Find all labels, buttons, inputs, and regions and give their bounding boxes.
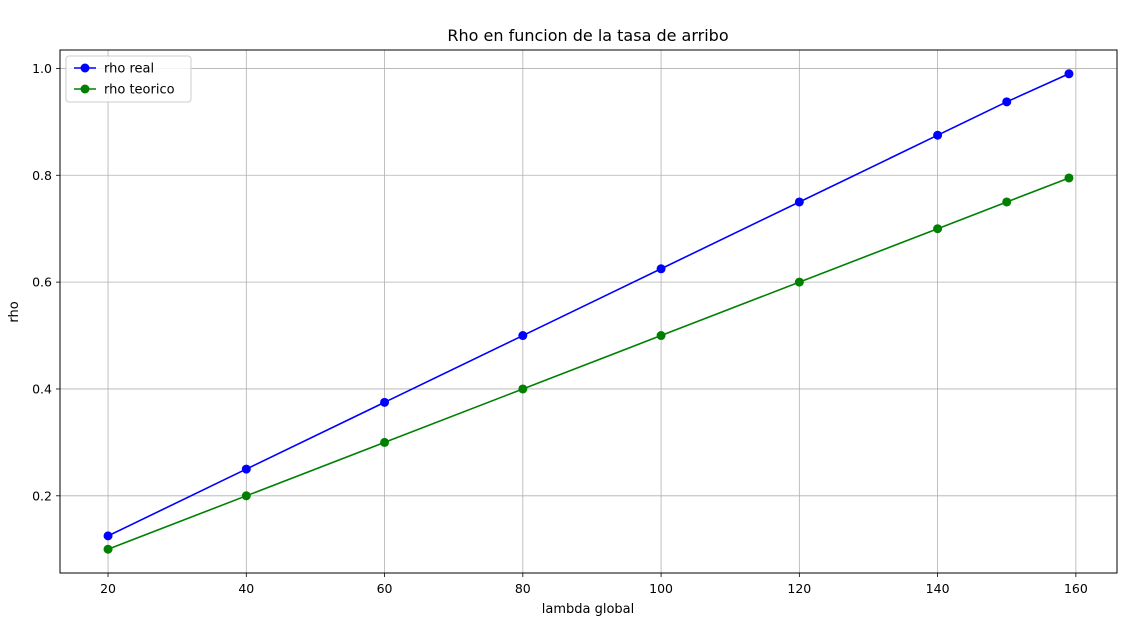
legend-swatch-marker xyxy=(80,63,90,73)
data-point xyxy=(380,397,390,407)
legend-swatch-marker xyxy=(80,84,90,94)
x-tick-label: 100 xyxy=(649,581,673,596)
series-line-0 xyxy=(107,73,1070,537)
data-point xyxy=(656,331,666,341)
legend-label: rho real xyxy=(104,62,154,77)
data-point xyxy=(933,224,943,234)
data-point xyxy=(103,531,113,541)
data-point xyxy=(518,384,528,394)
y-axis-label: rho xyxy=(7,301,22,322)
legend: rho real rho teorico xyxy=(65,55,192,103)
y-tick-label: 0.8 xyxy=(32,168,52,183)
data-point xyxy=(656,264,666,274)
data-point xyxy=(794,277,804,287)
data-point xyxy=(794,197,804,207)
plot-frame xyxy=(59,49,1118,574)
legend-label: rho teorico xyxy=(104,83,175,98)
y-tick-label: 1.0 xyxy=(32,61,52,76)
data-point xyxy=(1002,97,1012,107)
y-tick-label: 0.4 xyxy=(32,381,52,396)
x-tick-label: 40 xyxy=(238,581,254,596)
data-point xyxy=(933,130,943,140)
x-axis-label: lambda global xyxy=(542,602,635,617)
series-line-1 xyxy=(107,177,1070,550)
x-tick-label: 140 xyxy=(926,581,950,596)
chart-title: Rho en funcion de la tasa de arribo xyxy=(447,26,728,45)
data-point xyxy=(380,437,390,447)
ticks: 20 40 60 80 100 120 140 160 0.2 0.4 0.6 0.8 1.0 xyxy=(32,61,1088,596)
data-point xyxy=(1064,173,1074,183)
y-tick-label: 0.6 xyxy=(32,275,52,290)
x-tick-label: 120 xyxy=(787,581,811,596)
x-tick-label: 60 xyxy=(377,581,393,596)
data-point xyxy=(518,331,528,341)
data-point xyxy=(241,464,251,474)
x-tick-label: 20 xyxy=(100,581,116,596)
grid xyxy=(60,50,1117,573)
data-point xyxy=(103,544,113,554)
data-point xyxy=(1002,197,1012,207)
data-point xyxy=(241,491,251,501)
legend-box xyxy=(65,55,192,103)
x-tick-label: 80 xyxy=(515,581,531,596)
series-layer xyxy=(103,69,1074,554)
data-point xyxy=(1064,69,1074,79)
y-tick-label: 0.2 xyxy=(32,488,52,503)
x-tick-label: 160 xyxy=(1064,581,1088,596)
